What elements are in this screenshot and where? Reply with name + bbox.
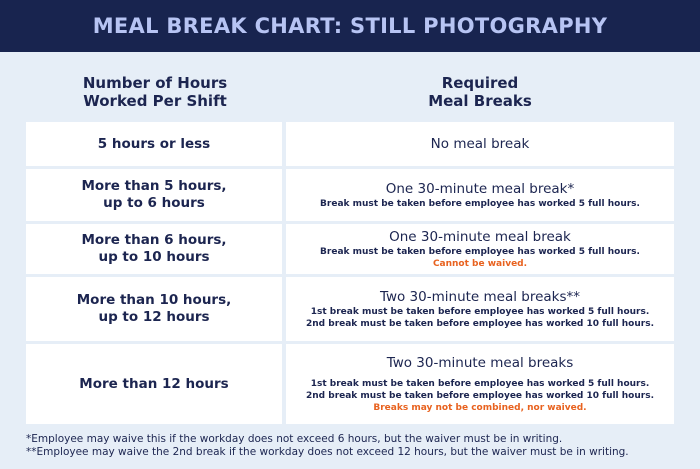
row-1-break-cell: No meal break [286, 122, 674, 166]
row-4-break-cell: Two 30-minute meal breaks** 1st break mu… [286, 277, 674, 341]
row-5-break: Two 30-minute meal breaks [386, 354, 574, 371]
row-4-hours-line-1: More than 10 hours, [76, 292, 232, 308]
row-2-hours-line-1: More than 5 hours, [81, 178, 227, 194]
footnotes: *Employee may waive this if the workday … [26, 433, 686, 459]
column-header-hours: Number of Hours Worked Per Shift [30, 74, 280, 110]
row-2-break-cell: One 30-minute meal break* Break must be … [286, 169, 674, 221]
row-4-note-2: 2nd break must be taken before employee … [306, 318, 654, 329]
row-5-hours-cell: More than 12 hours [26, 344, 282, 424]
column-header-breaks: Required Meal Breaks [290, 74, 670, 110]
row-1-hours: 5 hours or less [97, 135, 211, 152]
column-header-hours-line-1: Number of Hours [82, 74, 228, 92]
row-1-break: No meal break [430, 135, 530, 152]
row-5-warning: Breaks may not be combined, nor waived. [373, 402, 587, 413]
column-header-hours-line-2: Worked Per Shift [83, 92, 227, 110]
row-2-hours-line-2: up to 6 hours [103, 195, 205, 211]
row-3-hours-line-1: More than 6 hours, [81, 232, 227, 248]
row-3-hours-line-2: up to 10 hours [98, 249, 210, 265]
footnote-1: *Employee may waive this if the workday … [26, 433, 563, 445]
row-4-note-1: 1st break must be taken before employee … [310, 306, 650, 317]
row-3-break-cell: One 30-minute meal break Break must be t… [286, 224, 674, 274]
column-header-breaks-line-2: Meal Breaks [428, 92, 532, 110]
row-3-note: Break must be taken before employee has … [320, 246, 640, 257]
row-3-hours-cell: More than 6 hours, up to 10 hours [26, 224, 282, 274]
row-2-hours-cell: More than 5 hours, up to 6 hours [26, 169, 282, 221]
header-bar: MEAL BREAK CHART: STILL PHOTOGRAPHY [0, 0, 700, 52]
row-1-hours-cell: 5 hours or less [26, 122, 282, 166]
column-header-breaks-line-1: Required [441, 74, 519, 92]
row-4-break: Two 30-minute meal breaks** [379, 288, 581, 305]
row-4-hours-cell: More than 10 hours, up to 12 hours [26, 277, 282, 341]
page-title: MEAL BREAK CHART: STILL PHOTOGRAPHY [92, 14, 608, 38]
row-3-warning: Cannot be waived. [432, 258, 528, 269]
footnote-2: **Employee may waive the 2nd break if th… [26, 446, 629, 458]
row-5-note-2: 2nd break must be taken before employee … [306, 390, 654, 401]
row-2-note: Break must be taken before employee has … [320, 198, 640, 209]
row-3-break: One 30-minute meal break [389, 228, 571, 245]
row-4-hours-line-2: up to 12 hours [98, 309, 210, 325]
row-5-note-1: 1st break must be taken before employee … [310, 378, 650, 389]
row-5-hours: More than 12 hours [79, 375, 229, 392]
row-5-break-cell: Two 30-minute meal breaks 1st break must… [286, 344, 674, 424]
row-2-break: One 30-minute meal break* [385, 180, 575, 197]
